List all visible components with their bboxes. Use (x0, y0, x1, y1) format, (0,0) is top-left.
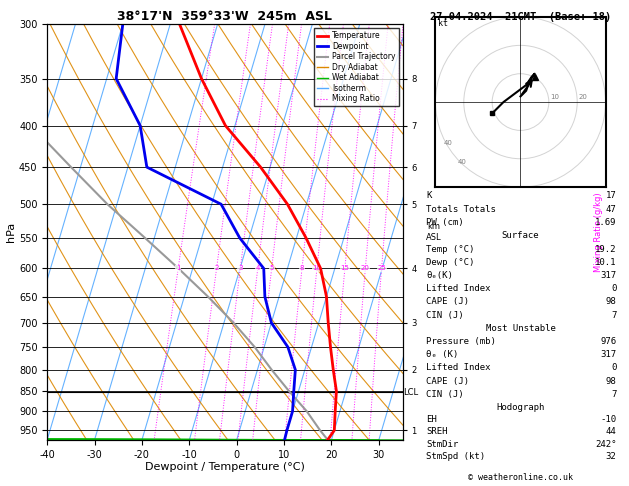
Text: Dewp (°C): Dewp (°C) (426, 258, 475, 267)
Text: Temp (°C): Temp (°C) (426, 244, 475, 254)
Text: 20: 20 (579, 94, 587, 100)
Text: θₑ(K): θₑ(K) (426, 271, 454, 280)
Text: 10: 10 (313, 265, 321, 272)
Text: Hodograph: Hodograph (496, 402, 545, 412)
Text: 20: 20 (361, 265, 370, 272)
Text: 15: 15 (340, 265, 349, 272)
Text: CIN (J): CIN (J) (426, 390, 464, 399)
Text: Mixing Ratio (g/kg): Mixing Ratio (g/kg) (594, 192, 603, 272)
Text: 1: 1 (176, 265, 181, 272)
Text: CIN (J): CIN (J) (426, 311, 464, 320)
Text: StmDir: StmDir (426, 440, 459, 449)
Text: Most Unstable: Most Unstable (486, 324, 555, 333)
Title: 38°17'N  359°33'W  245m  ASL: 38°17'N 359°33'W 245m ASL (118, 10, 332, 23)
Text: Totals Totals: Totals Totals (426, 205, 496, 214)
Text: 40: 40 (444, 139, 453, 146)
Legend: Temperature, Dewpoint, Parcel Trajectory, Dry Adiabat, Wet Adiabat, Isotherm, Mi: Temperature, Dewpoint, Parcel Trajectory… (314, 28, 399, 106)
Text: 10.1: 10.1 (595, 258, 616, 267)
Text: 2: 2 (214, 265, 219, 272)
Text: 976: 976 (601, 337, 616, 346)
Text: K: K (426, 191, 432, 200)
Text: CAPE (J): CAPE (J) (426, 297, 469, 307)
Text: 1.69: 1.69 (595, 219, 616, 227)
Text: -10: -10 (601, 415, 616, 424)
Text: 242°: 242° (595, 440, 616, 449)
Text: 47: 47 (606, 205, 616, 214)
Text: 0: 0 (611, 284, 616, 293)
Text: 44: 44 (606, 427, 616, 436)
Text: 4: 4 (255, 265, 260, 272)
Text: 317: 317 (601, 350, 616, 359)
Text: kt: kt (438, 18, 448, 28)
Text: EH: EH (426, 415, 437, 424)
Y-axis label: km
ASL: km ASL (426, 223, 442, 242)
Text: 5: 5 (269, 265, 274, 272)
Text: 98: 98 (606, 297, 616, 307)
Text: PW (cm): PW (cm) (426, 219, 464, 227)
Text: 25: 25 (377, 265, 386, 272)
Text: CAPE (J): CAPE (J) (426, 377, 469, 386)
Y-axis label: hPa: hPa (6, 222, 16, 242)
Text: 7: 7 (611, 311, 616, 320)
X-axis label: Dewpoint / Temperature (°C): Dewpoint / Temperature (°C) (145, 462, 305, 472)
Text: Lifted Index: Lifted Index (426, 284, 491, 293)
Text: 40: 40 (458, 159, 467, 165)
Text: 17: 17 (606, 191, 616, 200)
Text: 3: 3 (238, 265, 243, 272)
Text: 0: 0 (611, 364, 616, 372)
Text: 317: 317 (601, 271, 616, 280)
Text: θₑ (K): θₑ (K) (426, 350, 459, 359)
Text: 98: 98 (606, 377, 616, 386)
Text: LCL: LCL (403, 388, 418, 397)
Text: 7: 7 (611, 390, 616, 399)
Text: 32: 32 (606, 452, 616, 461)
Text: Surface: Surface (502, 231, 539, 241)
Text: 27.04.2024  21GMT  (Base: 18): 27.04.2024 21GMT (Base: 18) (430, 12, 611, 22)
Text: © weatheronline.co.uk: © weatheronline.co.uk (468, 473, 573, 482)
Text: SREH: SREH (426, 427, 448, 436)
Text: Lifted Index: Lifted Index (426, 364, 491, 372)
Text: Pressure (mb): Pressure (mb) (426, 337, 496, 346)
Text: 19.2: 19.2 (595, 244, 616, 254)
Text: 8: 8 (300, 265, 304, 272)
Text: StmSpd (kt): StmSpd (kt) (426, 452, 486, 461)
Text: 10: 10 (550, 94, 559, 100)
